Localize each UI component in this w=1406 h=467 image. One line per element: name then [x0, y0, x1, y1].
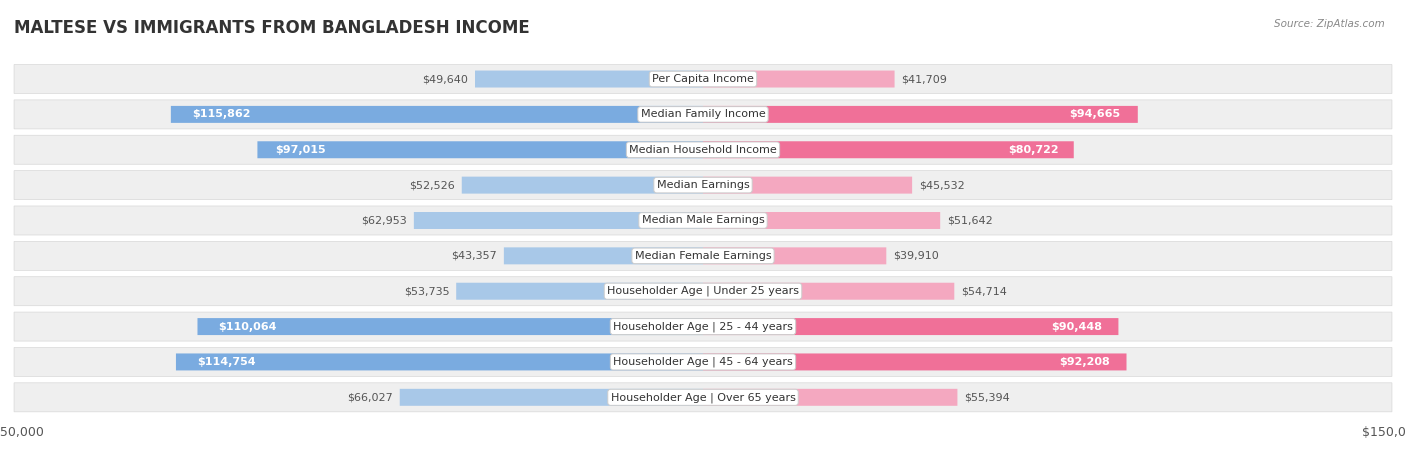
Text: $51,642: $51,642 [948, 215, 993, 226]
Text: Median Male Earnings: Median Male Earnings [641, 215, 765, 226]
Text: $45,532: $45,532 [920, 180, 965, 190]
Text: $52,526: $52,526 [409, 180, 456, 190]
Text: Median Earnings: Median Earnings [657, 180, 749, 190]
Text: Householder Age | 45 - 64 years: Householder Age | 45 - 64 years [613, 357, 793, 367]
Text: $55,394: $55,394 [965, 392, 1010, 402]
FancyBboxPatch shape [14, 312, 1392, 341]
FancyBboxPatch shape [461, 177, 703, 194]
FancyBboxPatch shape [14, 170, 1392, 199]
Text: $115,862: $115,862 [193, 109, 250, 120]
Text: $94,665: $94,665 [1070, 109, 1121, 120]
FancyBboxPatch shape [14, 347, 1392, 376]
Text: $49,640: $49,640 [422, 74, 468, 84]
FancyBboxPatch shape [257, 142, 703, 158]
Text: $114,754: $114,754 [197, 357, 256, 367]
FancyBboxPatch shape [703, 142, 1074, 158]
FancyBboxPatch shape [413, 212, 703, 229]
FancyBboxPatch shape [14, 100, 1392, 129]
FancyBboxPatch shape [14, 206, 1392, 235]
Text: $90,448: $90,448 [1050, 322, 1102, 332]
Text: Median Household Income: Median Household Income [628, 145, 778, 155]
Text: $39,910: $39,910 [893, 251, 939, 261]
Text: $62,953: $62,953 [361, 215, 406, 226]
Text: Median Family Income: Median Family Income [641, 109, 765, 120]
Text: $54,714: $54,714 [962, 286, 1007, 296]
Text: $66,027: $66,027 [347, 392, 392, 402]
Text: $41,709: $41,709 [901, 74, 948, 84]
FancyBboxPatch shape [399, 389, 703, 406]
Text: $92,208: $92,208 [1059, 357, 1109, 367]
Text: $110,064: $110,064 [218, 322, 276, 332]
Text: Householder Age | 25 - 44 years: Householder Age | 25 - 44 years [613, 321, 793, 332]
FancyBboxPatch shape [703, 71, 894, 87]
FancyBboxPatch shape [176, 354, 703, 370]
FancyBboxPatch shape [14, 64, 1392, 93]
Text: Per Capita Income: Per Capita Income [652, 74, 754, 84]
FancyBboxPatch shape [456, 283, 703, 300]
Text: $80,722: $80,722 [1008, 145, 1059, 155]
FancyBboxPatch shape [197, 318, 703, 335]
FancyBboxPatch shape [703, 106, 1137, 123]
FancyBboxPatch shape [14, 277, 1392, 306]
FancyBboxPatch shape [14, 241, 1392, 270]
FancyBboxPatch shape [703, 389, 957, 406]
Text: $97,015: $97,015 [276, 145, 326, 155]
FancyBboxPatch shape [14, 383, 1392, 412]
FancyBboxPatch shape [14, 135, 1392, 164]
Text: Source: ZipAtlas.com: Source: ZipAtlas.com [1274, 19, 1385, 28]
Text: $43,357: $43,357 [451, 251, 496, 261]
FancyBboxPatch shape [703, 177, 912, 194]
FancyBboxPatch shape [703, 283, 955, 300]
FancyBboxPatch shape [703, 212, 941, 229]
FancyBboxPatch shape [703, 248, 886, 264]
Text: Householder Age | Over 65 years: Householder Age | Over 65 years [610, 392, 796, 403]
FancyBboxPatch shape [172, 106, 703, 123]
Text: Median Female Earnings: Median Female Earnings [634, 251, 772, 261]
Text: $53,735: $53,735 [404, 286, 450, 296]
Text: MALTESE VS IMMIGRANTS FROM BANGLADESH INCOME: MALTESE VS IMMIGRANTS FROM BANGLADESH IN… [14, 19, 530, 36]
FancyBboxPatch shape [703, 354, 1126, 370]
FancyBboxPatch shape [503, 248, 703, 264]
Text: Householder Age | Under 25 years: Householder Age | Under 25 years [607, 286, 799, 297]
FancyBboxPatch shape [703, 318, 1118, 335]
FancyBboxPatch shape [475, 71, 703, 87]
